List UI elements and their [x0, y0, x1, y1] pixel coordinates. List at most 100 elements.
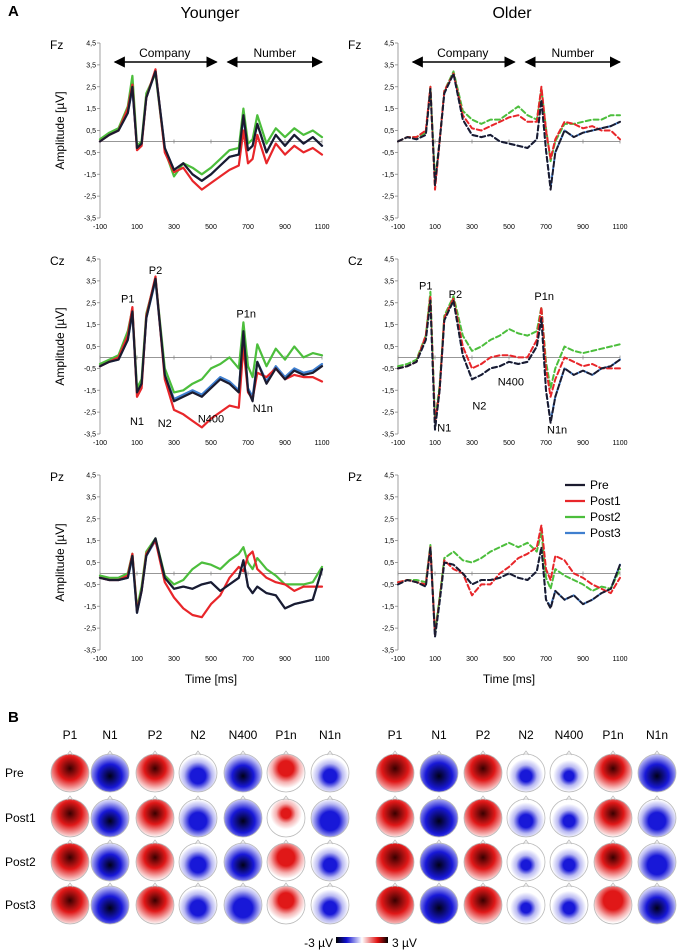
topo-map-post1-n1 — [90, 798, 130, 838]
site-label: Fz — [50, 38, 63, 52]
x-tick-label: 500 — [205, 224, 217, 231]
x-tick-label: 900 — [279, 656, 291, 663]
topo-nose — [653, 882, 661, 888]
component-label: P1n — [534, 291, 554, 303]
x-tick-label: 700 — [242, 224, 254, 231]
topo-map-post3-p2 — [463, 885, 503, 925]
topo-map-pre-p2 — [463, 753, 503, 793]
x-tick-label: -100 — [391, 440, 405, 447]
y-tick-label: 1,5 — [86, 106, 96, 113]
x-tick-label: 100 — [131, 224, 143, 231]
topo-nose — [239, 750, 247, 756]
topo-nose — [326, 795, 334, 801]
x-tick-label: 100 — [429, 656, 441, 663]
x-tick-label: 1100 — [314, 224, 329, 231]
site-label: Fz — [348, 38, 361, 52]
y-tick-label: 3,5 — [86, 494, 96, 501]
y-tick-label: -1,5 — [382, 172, 394, 179]
topo-map-pre-n1 — [90, 753, 130, 793]
y-tick-label: 3,5 — [384, 62, 394, 69]
x-tick-label: -100 — [93, 656, 107, 663]
x-tick-label: 1100 — [612, 224, 627, 231]
x-tick-label: 700 — [242, 656, 254, 663]
y-tick-label: 4,5 — [86, 473, 96, 480]
x-axis-title: Time [ms] — [483, 672, 535, 686]
colorbar-max-label: 3 µV — [392, 936, 417, 950]
x-tick-label: 700 — [242, 440, 254, 447]
x-tick-label: 100 — [429, 440, 441, 447]
topo-map-post2-n2 — [178, 842, 218, 882]
y-tick-label: -1,5 — [84, 604, 96, 611]
x-tick-label: 100 — [429, 224, 441, 231]
x-tick-label: 700 — [540, 656, 552, 663]
topo-nose — [106, 750, 114, 756]
topo-nose — [435, 750, 443, 756]
topo-nose — [239, 795, 247, 801]
y-axis-title: Amplitude [µV] — [53, 523, 67, 601]
topo-nose — [66, 795, 74, 801]
x-tick-label: 1100 — [612, 440, 627, 447]
topo-nose — [66, 750, 74, 756]
topo-map-post3-p2 — [135, 885, 175, 925]
topo-map-post3-p1 — [50, 885, 90, 925]
topo-map-pre-n400 — [549, 753, 589, 793]
topo-nose — [282, 882, 290, 888]
x-tick-label: -100 — [93, 440, 107, 447]
topo-map-pre-n2 — [506, 753, 546, 793]
component-label: N1n — [253, 403, 273, 415]
erp-panel-younger-fz: 4,5 3,5 2,5 1,5 0,5 -0,5 -1,5 -2,5 -3,5-100 100 30… — [50, 38, 330, 231]
topo-column-label: P1n — [275, 728, 296, 742]
topo-map-post3-n2 — [506, 885, 546, 925]
topo-map-pre-p1n — [593, 753, 633, 793]
topo-nose — [609, 750, 617, 756]
topography-maps: P1 N1 P2 N2 N400 P1n N1n Pre Post1 Post2 Post3 P1 N1… — [5, 728, 677, 925]
topo-column-label: P1 — [63, 728, 78, 742]
topo-nose — [435, 839, 443, 845]
y-tick-label: 0,5 — [384, 128, 394, 135]
x-tick-label: 900 — [279, 224, 291, 231]
number-interval-label: Number — [551, 46, 594, 60]
y-tick-label: -2,5 — [84, 626, 96, 633]
topo-nose — [106, 882, 114, 888]
topo-map-post2-n1 — [90, 842, 130, 882]
y-tick-label: -0,5 — [382, 366, 394, 373]
y-tick-label: 2,5 — [384, 84, 394, 91]
topo-map-post3-p1n — [593, 885, 633, 925]
y-tick-label: 0,5 — [384, 560, 394, 567]
topo-map-pre-n1n — [310, 753, 350, 793]
legend-label-pre: Pre — [590, 478, 609, 492]
panel-b-label: B — [8, 709, 19, 726]
topo-nose — [391, 882, 399, 888]
series-line-post1 — [397, 72, 621, 191]
topo-nose — [282, 839, 290, 845]
colorbar-gradient — [336, 937, 388, 943]
topo-nose — [479, 795, 487, 801]
x-tick-label: 700 — [540, 440, 552, 447]
topo-nose — [106, 839, 114, 845]
site-label: Cz — [348, 254, 363, 268]
topo-nose — [565, 839, 573, 845]
topo-map-pre-p1 — [50, 753, 90, 793]
x-tick-label: 1100 — [314, 440, 329, 447]
topo-nose — [435, 882, 443, 888]
x-tick-label: 300 — [466, 224, 478, 231]
topo-column-label: N1 — [102, 728, 118, 742]
y-tick-label: -2,5 — [84, 194, 96, 201]
y-tick-label: 2,5 — [86, 516, 96, 523]
x-tick-label: 300 — [168, 224, 180, 231]
topo-nose — [653, 795, 661, 801]
y-tick-label: -0,5 — [382, 582, 394, 589]
y-tick-label: 4,5 — [384, 257, 394, 264]
topo-map-post1-n1n — [310, 798, 350, 838]
y-axis-title: Amplitude [µV] — [53, 91, 67, 169]
y-tick-label: 1,5 — [384, 322, 394, 329]
erp-panel-older-pz: 4,5 3,5 2,5 1,5 0,5 -0,5 -1,5 -2,5 -3,5-100 100 30… — [348, 470, 628, 686]
x-tick-label: 300 — [168, 656, 180, 663]
y-tick-label: -0,5 — [84, 150, 96, 157]
topo-map-post1-p1n — [266, 798, 306, 838]
erp-panel-older-cz: 4,5 3,5 2,5 1,5 0,5 -0,5 -1,5 -2,5 -3,5-100 100 30… — [348, 254, 628, 447]
y-tick-label: 3,5 — [86, 278, 96, 285]
topo-map-pre-n400 — [223, 753, 263, 793]
topo-map-post2-n1 — [419, 842, 459, 882]
y-tick-label: 1,5 — [384, 538, 394, 545]
